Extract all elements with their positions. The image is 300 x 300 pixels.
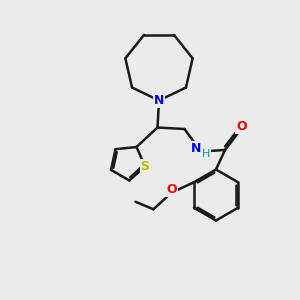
Text: S: S (141, 160, 150, 173)
Text: H: H (202, 149, 211, 160)
Text: N: N (154, 94, 164, 107)
Text: O: O (166, 183, 177, 196)
Text: N: N (190, 142, 201, 155)
Text: O: O (236, 120, 247, 134)
